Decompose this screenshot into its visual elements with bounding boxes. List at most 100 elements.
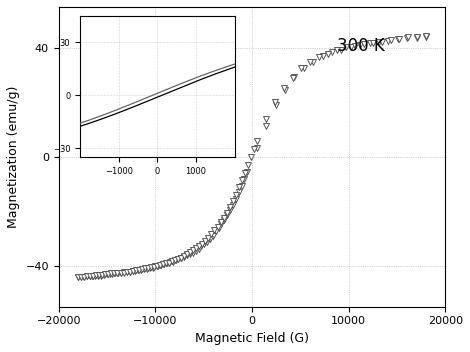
- Point: [86, 273, 94, 279]
- Point: [115, 270, 122, 276]
- Point: [333, 48, 341, 53]
- Point: [80, 274, 87, 280]
- Point: [97, 273, 105, 278]
- Point: [223, 210, 230, 215]
- Point: [110, 271, 118, 276]
- Point: [309, 59, 317, 65]
- Point: [189, 248, 197, 253]
- Point: [262, 123, 270, 128]
- Point: [80, 274, 88, 279]
- Point: [94, 273, 102, 279]
- Point: [100, 272, 108, 278]
- Point: [232, 192, 240, 197]
- Point: [244, 162, 251, 168]
- Point: [120, 270, 128, 275]
- Point: [134, 267, 142, 272]
- Point: [241, 170, 249, 176]
- Point: [118, 270, 125, 275]
- Point: [156, 263, 164, 268]
- Point: [271, 99, 279, 105]
- Point: [89, 273, 96, 278]
- Point: [126, 270, 133, 275]
- Point: [174, 256, 182, 262]
- Point: [83, 274, 91, 279]
- Point: [195, 246, 202, 251]
- Point: [289, 75, 296, 81]
- Point: [414, 34, 421, 40]
- Point: [347, 44, 354, 50]
- Point: [238, 183, 245, 189]
- Point: [99, 272, 106, 278]
- Point: [199, 241, 206, 247]
- Point: [162, 260, 170, 265]
- Point: [178, 256, 185, 261]
- Point: [141, 265, 149, 271]
- Point: [105, 271, 112, 277]
- Point: [102, 271, 109, 277]
- Point: [172, 257, 179, 263]
- Point: [135, 267, 142, 273]
- Point: [150, 264, 157, 270]
- Point: [413, 35, 421, 41]
- Point: [196, 243, 203, 249]
- Point: [157, 262, 165, 268]
- Point: [220, 217, 228, 223]
- Point: [243, 169, 251, 175]
- Point: [394, 36, 402, 42]
- Point: [232, 196, 240, 202]
- Point: [356, 42, 364, 48]
- Point: [175, 257, 182, 262]
- Point: [206, 236, 214, 241]
- Point: [369, 40, 376, 46]
- Point: [152, 264, 159, 269]
- Point: [89, 274, 97, 279]
- Point: [217, 219, 224, 225]
- Point: [385, 38, 392, 44]
- Point: [351, 43, 359, 49]
- Point: [300, 65, 307, 71]
- Point: [319, 54, 326, 59]
- Point: [366, 40, 374, 46]
- Point: [290, 75, 298, 80]
- Point: [111, 270, 119, 276]
- Point: [143, 266, 151, 272]
- Point: [396, 36, 403, 42]
- Point: [423, 33, 430, 39]
- Point: [172, 258, 180, 263]
- Point: [109, 271, 116, 277]
- Point: [74, 274, 82, 280]
- Point: [212, 228, 219, 234]
- Point: [138, 266, 146, 272]
- Point: [155, 263, 162, 269]
- Point: [204, 235, 212, 240]
- Point: [93, 272, 100, 278]
- Point: [235, 189, 243, 195]
- Point: [306, 59, 314, 65]
- Point: [153, 263, 161, 269]
- Point: [223, 212, 231, 218]
- Point: [186, 251, 194, 257]
- Point: [404, 35, 411, 41]
- Point: [193, 245, 200, 251]
- Point: [324, 51, 332, 56]
- Point: [247, 154, 255, 160]
- Point: [281, 87, 289, 93]
- Point: [74, 274, 82, 280]
- Point: [298, 65, 305, 71]
- Point: [160, 261, 168, 267]
- Point: [328, 50, 336, 55]
- Point: [315, 55, 323, 60]
- Point: [147, 264, 155, 270]
- Point: [95, 272, 103, 278]
- Point: [208, 231, 215, 237]
- Point: [204, 239, 211, 245]
- Point: [360, 41, 368, 47]
- Point: [180, 253, 188, 258]
- Point: [92, 273, 99, 279]
- Point: [211, 228, 218, 233]
- Point: [77, 274, 85, 280]
- Point: [201, 241, 208, 246]
- Point: [144, 265, 151, 271]
- Point: [209, 233, 217, 238]
- Point: [342, 44, 350, 50]
